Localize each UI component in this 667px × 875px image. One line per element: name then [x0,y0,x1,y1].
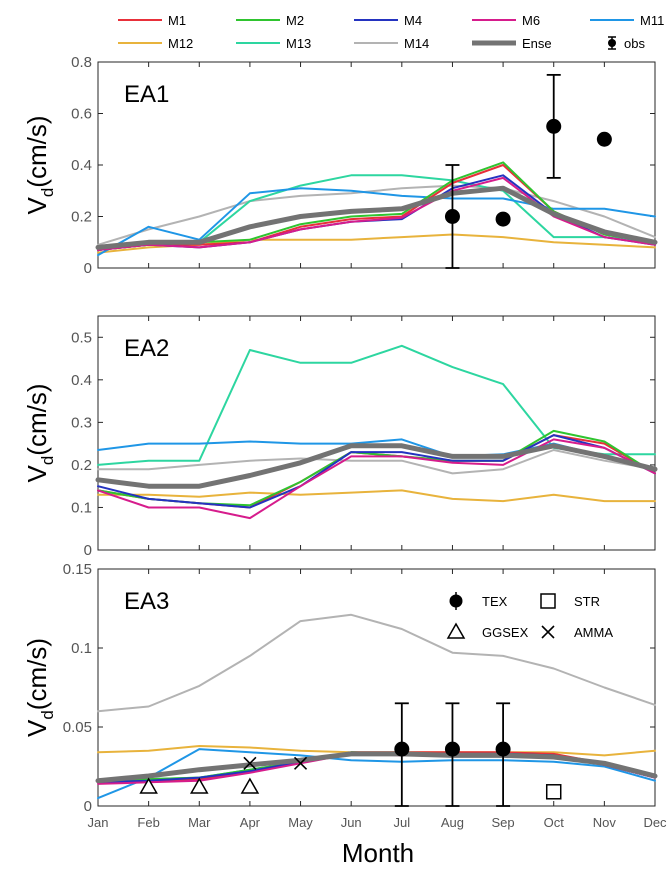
y-tick-label: 0.4 [71,157,92,174]
y-axis-label: Vd(cm/s) [22,638,57,737]
obs-point-tex [394,741,410,757]
x-axis-label: Month [342,838,414,868]
y-tick-label: 0.2 [71,457,92,474]
obs-point [444,209,460,224]
panel-ea2: 0 0.1 0.2 0.3 0.4 0.5 Vd(cm/s) EA2 [22,315,658,559]
legend-label-m12: M12 [168,36,193,51]
y-tick-label: 0.8 [71,54,92,71]
series-line-ense-ea1 [95,185,658,250]
y-tick-label: 0 [84,542,92,559]
x-tick-label-sep: Sep [492,815,515,830]
x-tick-label-jul: Jul [394,815,411,830]
plot-area-ea1 [97,61,656,269]
series-line-m14-ea1 [97,184,656,246]
y-tick-label: 0 [84,798,92,815]
panels: 0 0.2 0.4 0.6 0.8 Vd(cm/s) EA1 0 0.1 0.2 0.3 0.4 0.5… [22,54,658,815]
obs-point [546,118,562,134]
obs-point [495,211,511,227]
inset-legend-label-str: STR [574,594,600,609]
obs-point-tex [495,741,511,757]
legend-label-m11: M11 [640,13,664,28]
legend-label-m4: M4 [404,13,422,28]
y-tick-label: 0.6 [71,106,92,123]
x-tick-label-apr: Apr [240,815,261,830]
x-tick-label-aug: Aug [441,815,464,830]
y-tick-label: 0.3 [71,414,92,431]
obs-point-str [545,784,562,800]
legend-label-m6: M6 [522,13,540,28]
series-line-m6-ea1 [97,176,656,251]
legend: M1 M2 M4 M6 M11 M12 M13 M14 Ense obs [118,13,664,51]
x-tick-label-nov: Nov [593,815,617,830]
plot-area-ea3 [97,568,656,807]
series-line-m14-ea3 [97,613,656,713]
region-label-ea3: EA3 [124,588,169,615]
obs-point-ggsex [189,777,209,794]
x-tick-label-jun: Jun [341,815,362,830]
legend-label-m13: M13 [286,36,311,51]
y-tick-label: 0.15 [63,561,92,578]
x-tick-label-jan: Jan [88,815,109,830]
legend-label-m14: M14 [404,36,429,51]
y-tick-label: 0.1 [71,499,92,516]
x-tick-label-feb: Feb [137,815,159,830]
obs-point-amma [243,756,257,770]
x-tick-label-oct: Oct [544,815,565,830]
x-axis: Jan Feb Mar Apr May Jun Jul Aug Sep Oct Nov Dec [88,815,667,830]
legend-label-ense: Ense [522,36,552,51]
legend-label-m2: M2 [286,13,304,28]
y-tick-label: 0.05 [63,719,92,736]
legend-obs-marker [608,39,616,47]
inset-legend-label-ggsex: GGSEX [482,625,529,640]
obs-point-ggsex [139,777,158,794]
legend-label-obs: obs [624,36,645,51]
series-line-m6-ea2 [97,438,656,520]
series-line-m14-ea2 [97,449,656,475]
y-tick-label: 0 [84,260,92,277]
y-axis-label: Vd(cm/s) [22,383,57,482]
legend-label-m1: M1 [168,13,186,28]
x-tick-label-dec: Dec [643,815,667,830]
region-label-ea1: EA1 [124,81,169,108]
plot-area-ea2 [97,315,656,551]
inset-legend-marker-tex [449,594,463,608]
series-line-m11-ea1 [97,187,656,257]
obs-point-tex [444,741,460,757]
series-line-m12-ea2 [97,489,656,503]
obs-point-ggsex [240,777,260,794]
region-label-ea2: EA2 [124,335,169,362]
obs-point-amma [293,756,308,770]
obs-point [596,131,612,147]
panel-ea3: 0 0.05 0.1 0.15 Vd(cm/s) EA3 TEX STR GGSEX AMMA [22,561,658,815]
inset-legend-label-tex: TEX [482,594,508,609]
series-line-m4-ea2 [97,434,656,509]
series-line-ense-ea3 [95,751,658,784]
x-tick-label-may: May [288,815,313,830]
y-axis-label: Vd(cm/s) [22,115,57,214]
inset-legend-marker-ggsex [446,622,466,639]
y-tick-label: 0.1 [71,640,92,657]
y-tick-label: 0.5 [71,329,92,346]
y-tick-label: 0.4 [71,372,92,389]
y-tick-label: 0.2 [71,209,92,226]
panel-ea1: 0 0.2 0.4 0.6 0.8 Vd(cm/s) EA1 [22,54,658,277]
series-line-m11-ea3 [97,748,656,800]
x-tick-label-mar: Mar [188,815,211,830]
inset-legend-label-amma: AMMA [574,625,613,640]
series-line-ense-ea2 [95,443,658,489]
inset-legend-marker-str [540,593,556,609]
inset-legend-marker-amma [541,625,555,639]
